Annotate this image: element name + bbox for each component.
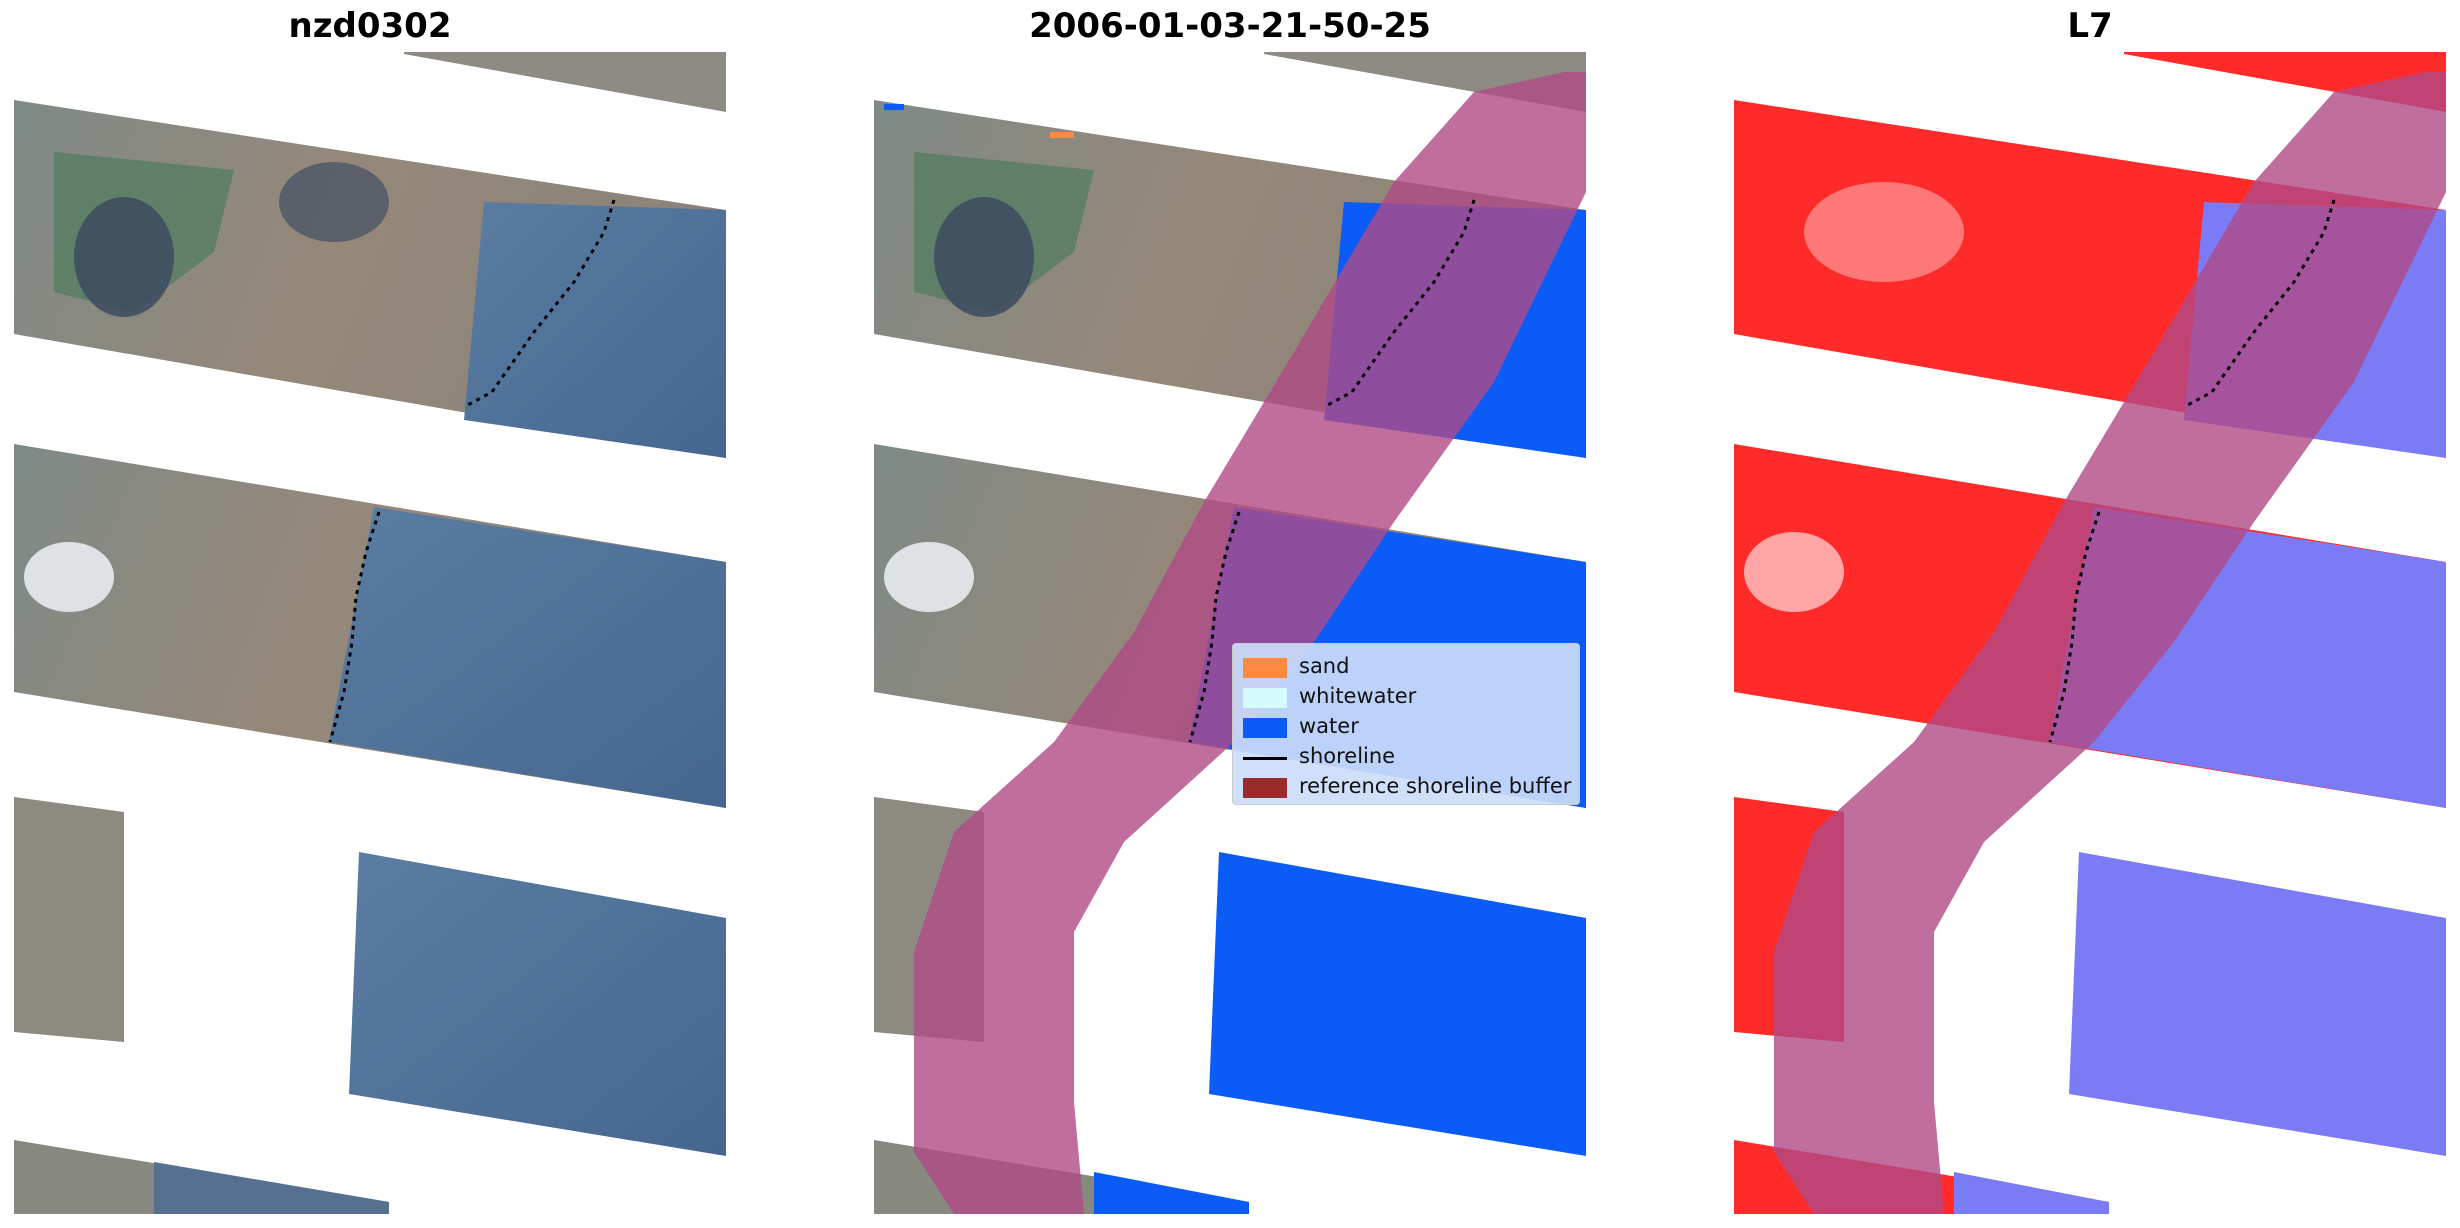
water-class <box>884 104 904 110</box>
legend-item-buffer: reference shoreline buffer <box>1233 772 1579 802</box>
legend: sand whitewater water shoreline referenc… <box>1232 643 1580 805</box>
shoreline <box>1188 511 1241 743</box>
legend-item-whitewater: whitewater <box>1233 682 1579 712</box>
dark-area <box>934 197 1034 317</box>
panel-title-rgb: nzd0302 <box>288 6 452 46</box>
water-swatch <box>1243 718 1287 738</box>
legend-item-shoreline: shoreline <box>1233 742 1579 772</box>
sea-area <box>154 1162 389 1214</box>
whitewater-swatch <box>1243 688 1287 708</box>
rgb-image <box>14 52 726 1214</box>
shoreline-swatch <box>1243 757 1287 760</box>
panel-title-classification: 2006-01-03-21-50-25 <box>1029 6 1431 46</box>
classification-image <box>874 52 1586 1214</box>
shoreline <box>2183 199 2336 409</box>
index-panel <box>1734 52 2446 1214</box>
legend-label: sand <box>1299 654 1350 678</box>
shoreline <box>328 511 381 743</box>
sand-class <box>1050 132 1074 138</box>
water-class <box>1094 1172 1249 1214</box>
dark-area <box>279 162 389 242</box>
legend-item-sand: sand <box>1233 652 1579 682</box>
legend-label: water <box>1299 714 1359 738</box>
water-index <box>1954 1172 2109 1214</box>
shoreline <box>2048 511 2101 743</box>
shoreline <box>1323 199 1476 409</box>
index-highlight <box>1804 182 1964 282</box>
index-highlight <box>1744 532 1844 612</box>
rgb-image-panel <box>14 52 726 1214</box>
shoreline <box>463 199 616 409</box>
sea-area <box>349 852 726 1156</box>
legend-label: whitewater <box>1299 684 1417 708</box>
dark-area <box>74 197 174 317</box>
image-strip <box>14 797 124 1042</box>
water-index <box>2069 852 2446 1156</box>
sea-area <box>329 507 726 808</box>
image-strip <box>404 52 726 112</box>
buffer-swatch <box>1243 778 1287 798</box>
cloud <box>884 542 974 612</box>
sea-area <box>464 202 726 458</box>
reference-buffer <box>1774 72 2446 1214</box>
panel-title-index: L7 <box>2067 6 2113 46</box>
legend-label: reference shoreline buffer <box>1299 774 1572 798</box>
index-image <box>1734 52 2446 1214</box>
sand-swatch <box>1243 658 1287 678</box>
water-class <box>1209 852 1586 1156</box>
legend-label: shoreline <box>1299 744 1396 768</box>
legend-item-water: water <box>1233 712 1579 742</box>
cloud <box>24 542 114 612</box>
classification-panel <box>874 52 1586 1214</box>
